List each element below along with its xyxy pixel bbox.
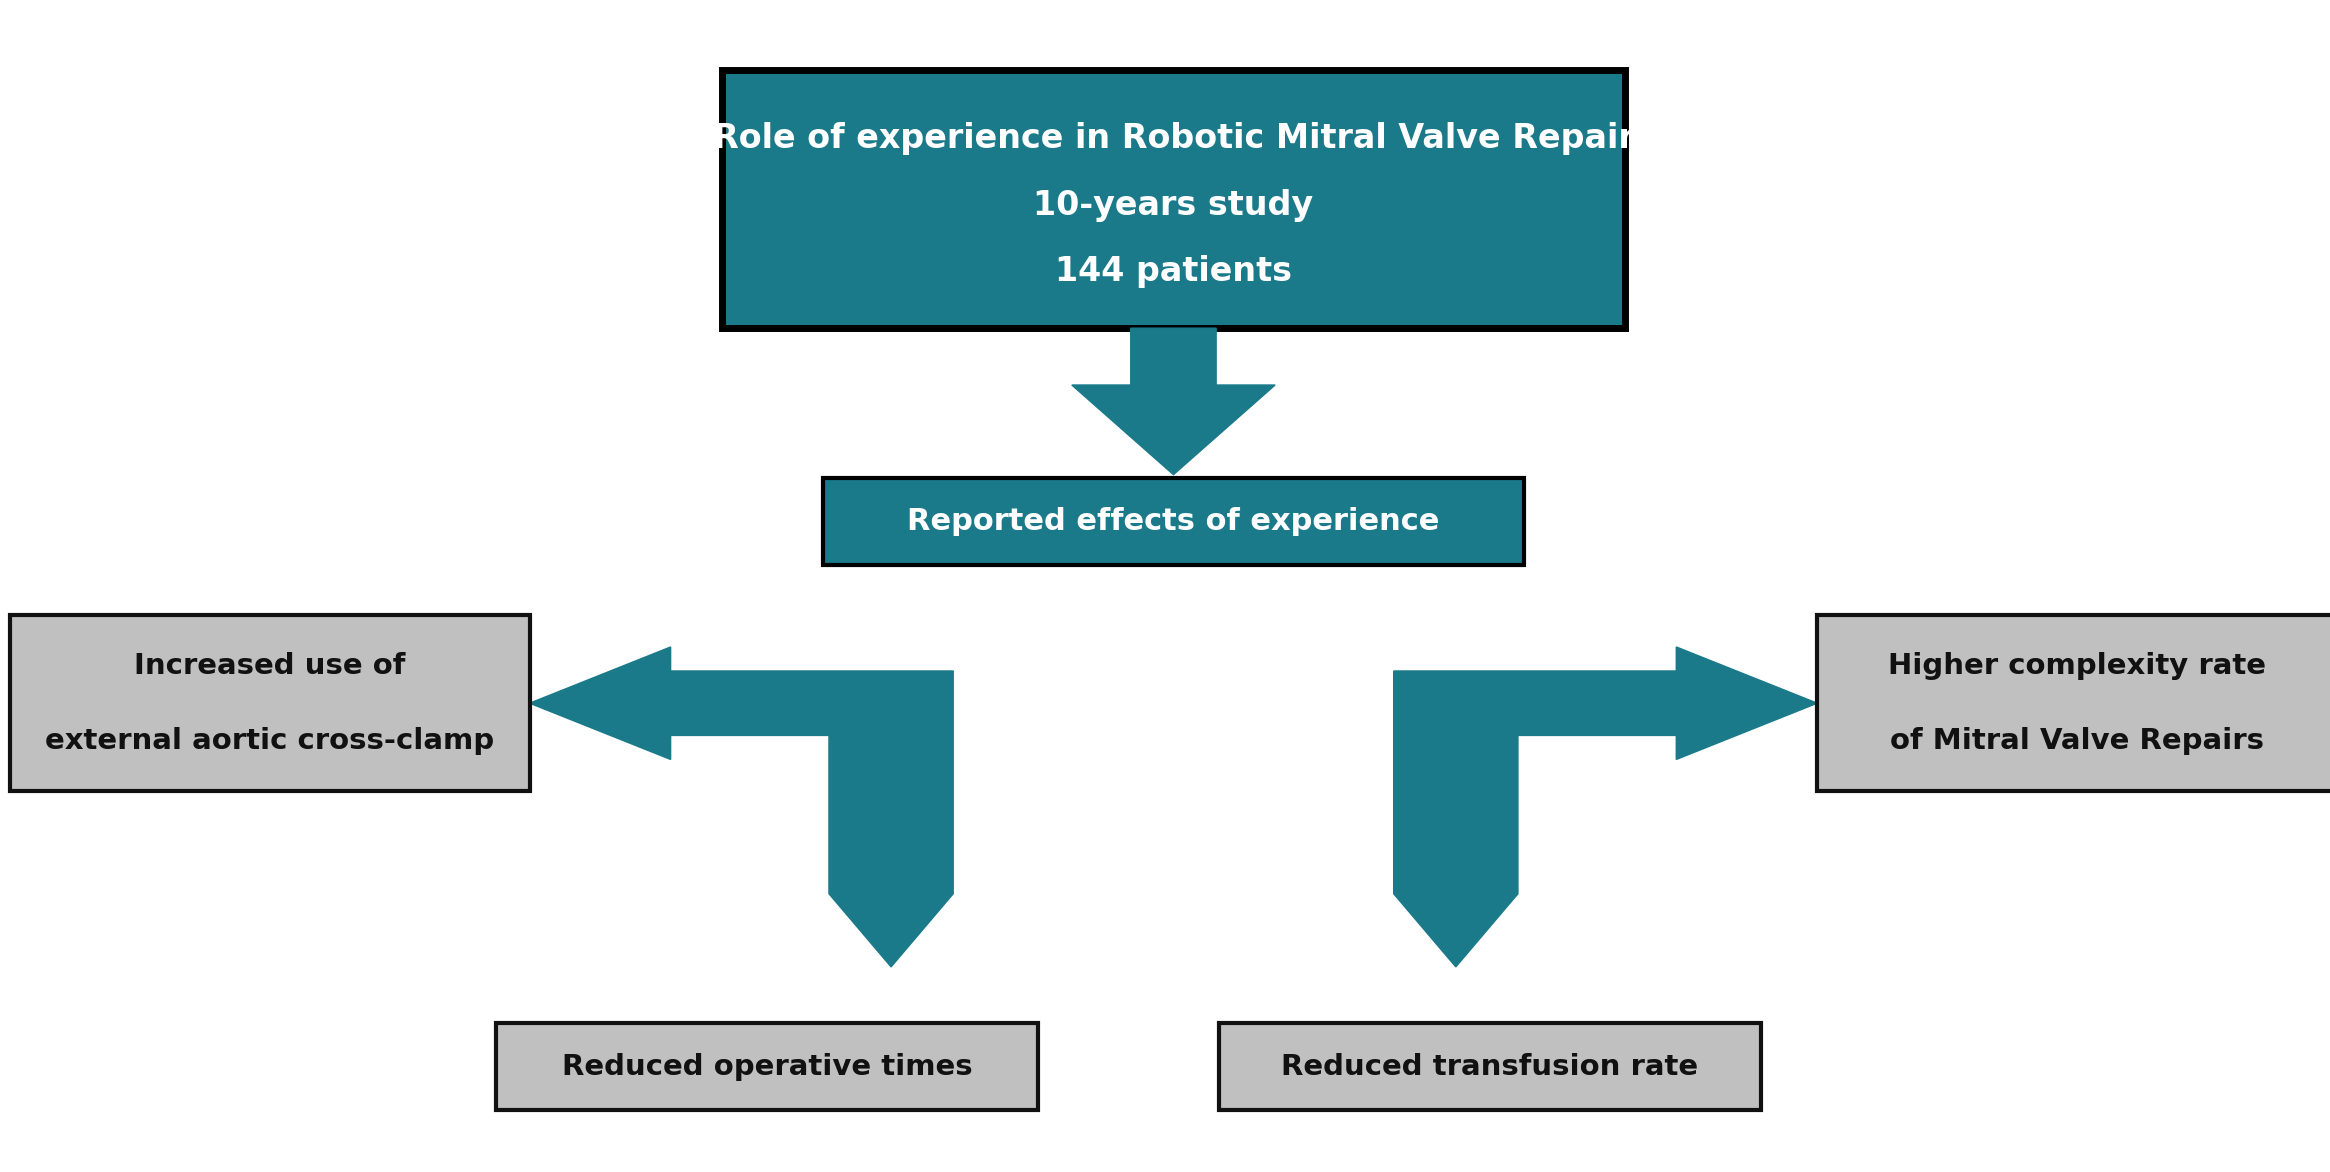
FancyBboxPatch shape: [496, 1022, 1037, 1111]
Text: of Mitral Valve Repairs: of Mitral Valve Repairs: [1890, 727, 2265, 755]
Text: Higher complexity rate: Higher complexity rate: [1887, 652, 2267, 680]
FancyBboxPatch shape: [822, 478, 1524, 565]
FancyBboxPatch shape: [1817, 615, 2330, 791]
Text: Reduced operative times: Reduced operative times: [562, 1052, 972, 1081]
Polygon shape: [1072, 328, 1275, 475]
FancyBboxPatch shape: [1219, 1022, 1761, 1111]
Text: 10-years study: 10-years study: [1035, 189, 1314, 222]
Polygon shape: [1393, 647, 1817, 967]
Text: 144 patients: 144 patients: [1055, 255, 1291, 288]
Text: Reduced transfusion rate: Reduced transfusion rate: [1282, 1052, 1699, 1081]
Text: Increased use of: Increased use of: [135, 652, 405, 680]
FancyBboxPatch shape: [722, 70, 1626, 328]
Polygon shape: [529, 647, 953, 967]
FancyBboxPatch shape: [9, 615, 529, 791]
Text: Role of experience in Robotic Mitral Valve Repair: Role of experience in Robotic Mitral Val…: [713, 122, 1633, 155]
Text: Reported effects of experience: Reported effects of experience: [906, 507, 1440, 536]
Text: external aortic cross-clamp: external aortic cross-clamp: [44, 727, 494, 755]
